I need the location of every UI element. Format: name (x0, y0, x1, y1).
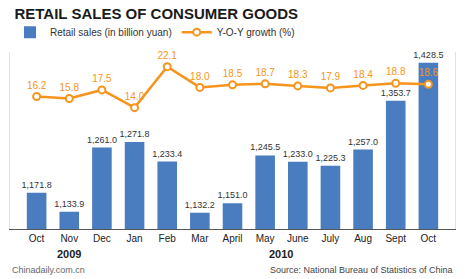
svg-text:18.5: 18.5 (223, 68, 243, 79)
svg-text:22.1: 22.1 (157, 50, 177, 61)
svg-text:Oct: Oct (29, 233, 45, 244)
svg-text:Nov: Nov (60, 233, 78, 244)
svg-text:Dec: Dec (93, 233, 111, 244)
svg-text:18.4: 18.4 (353, 69, 373, 80)
svg-text:15.8: 15.8 (60, 82, 80, 93)
svg-text:Source: National Bureau of Sta: Source: National Bureau of Statistics of… (270, 265, 453, 275)
svg-text:1,353.7: 1,353.7 (381, 88, 411, 98)
svg-text:July: July (322, 233, 340, 244)
svg-text:18.8: 18.8 (386, 66, 406, 77)
svg-text:18.0: 18.0 (190, 71, 210, 82)
svg-text:RETAIL SALES OF CONSUMER GOODS: RETAIL SALES OF CONSUMER GOODS (14, 5, 298, 22)
svg-text:18.7: 18.7 (255, 67, 275, 78)
svg-text:June: June (287, 233, 309, 244)
svg-text:2009: 2009 (57, 248, 81, 260)
svg-text:18.6: 18.6 (419, 67, 439, 78)
svg-text:2010: 2010 (269, 248, 293, 260)
svg-text:April: April (222, 233, 242, 244)
svg-text:Y-O-Y growth (%): Y-O-Y growth (%) (217, 27, 295, 38)
svg-text:18.3: 18.3 (288, 69, 308, 80)
svg-text:1,151.0: 1,151.0 (217, 190, 247, 200)
svg-text:1,133.9: 1,133.9 (54, 199, 84, 209)
svg-text:16.2: 16.2 (27, 80, 47, 91)
svg-text:1,257.0: 1,257.0 (348, 137, 378, 147)
svg-text:1,233.4: 1,233.4 (152, 149, 182, 159)
svg-text:1,233.0: 1,233.0 (283, 149, 313, 159)
svg-text:Jan: Jan (126, 233, 142, 244)
svg-text:1,225.3: 1,225.3 (315, 153, 345, 163)
svg-text:1,245.5: 1,245.5 (250, 142, 280, 152)
svg-text:Oct: Oct (421, 233, 437, 244)
svg-text:1,261.0: 1,261.0 (87, 135, 117, 145)
svg-text:May: May (256, 233, 275, 244)
svg-text:1,271.8: 1,271.8 (120, 129, 150, 139)
svg-text:Aug: Aug (354, 233, 372, 244)
svg-text:14.0: 14.0 (125, 91, 145, 102)
svg-text:Sept: Sept (385, 233, 406, 244)
svg-text:Feb: Feb (159, 233, 177, 244)
svg-text:1,132.2: 1,132.2 (185, 200, 215, 210)
svg-text:Mar: Mar (191, 233, 209, 244)
svg-text:17.9: 17.9 (321, 71, 341, 82)
svg-text:1,171.8: 1,171.8 (22, 180, 52, 190)
svg-text:1,428.5: 1,428.5 (413, 50, 443, 60)
svg-text:Chinadaily.com.cn: Chinadaily.com.cn (12, 265, 85, 275)
svg-text:Retail sales (in billion yuan): Retail sales (in billion yuan) (50, 27, 172, 38)
svg-text:17.5: 17.5 (92, 73, 112, 84)
